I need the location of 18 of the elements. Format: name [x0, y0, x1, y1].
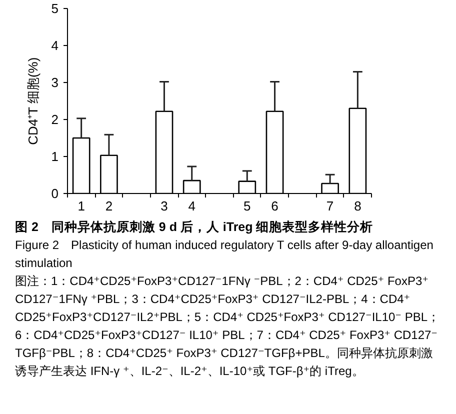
- x-tick-label: 8: [354, 198, 362, 214]
- text: Figure 2 Plasticity of human induced regulatory T cells after 9-day alloantigen stimulation: [15, 237, 434, 272]
- x-tick-label: 1: [78, 198, 85, 214]
- x-tick-label: 2: [105, 198, 113, 214]
- text: 图 2 同种异体抗原刺激 9 d 后，人 iTreg 细胞表型多样性分析: [15, 219, 374, 236]
- x-tick-label: 6: [271, 198, 278, 214]
- y-tick-label: 2: [51, 112, 59, 127]
- y-tick-label: 0: [51, 186, 59, 201]
- y-tick-label: 4: [51, 38, 59, 53]
- y-axis-title: CD4⁺T 细胞(%): [25, 57, 40, 145]
- x-tick-label: 5: [244, 198, 251, 214]
- y-tick-label: 1: [51, 149, 59, 164]
- x-tick-label: 7: [326, 198, 334, 214]
- x-tick-label: 4: [188, 198, 196, 214]
- y-tick-label: 3: [51, 75, 59, 90]
- x-tick-label: 3: [160, 198, 168, 214]
- y-tick-label: 5: [51, 1, 59, 16]
- text: 图注：1：CD4⁺CD25⁺FoxP3⁺CD127⁻1FNγ ⁻PBL；2：CD4⁺ CD25⁺ FoxP3⁺ CD127⁻1FNγ ⁺PBL；3：CD4⁺CD25⁺FoxP3⁺ CD127⁻IL2-PBL；4：CD4⁺ CD25⁺FoxP3⁺CD127⁻IL2⁺PBL；5：CD4⁺ CD25⁺FoxP3⁺ CD127⁻IL10⁻ PBL；6：CD4⁺CD25⁺FoxP3⁺CD127⁻ IL10⁺ PBL；7：CD4⁺ CD25⁺ FoxP3⁺ CD127⁻ TGFβ⁻PBL；8：CD4⁺CD25⁺ FoxP3⁺ CD127⁻TGFβ+PBL。同种异体抗原刺激诱导产生表达 IFN-γ ⁺、IL-2⁻、IL-2⁺、IL-10⁺或 TGF-β⁺的 iTreg。: [15, 273, 441, 380]
